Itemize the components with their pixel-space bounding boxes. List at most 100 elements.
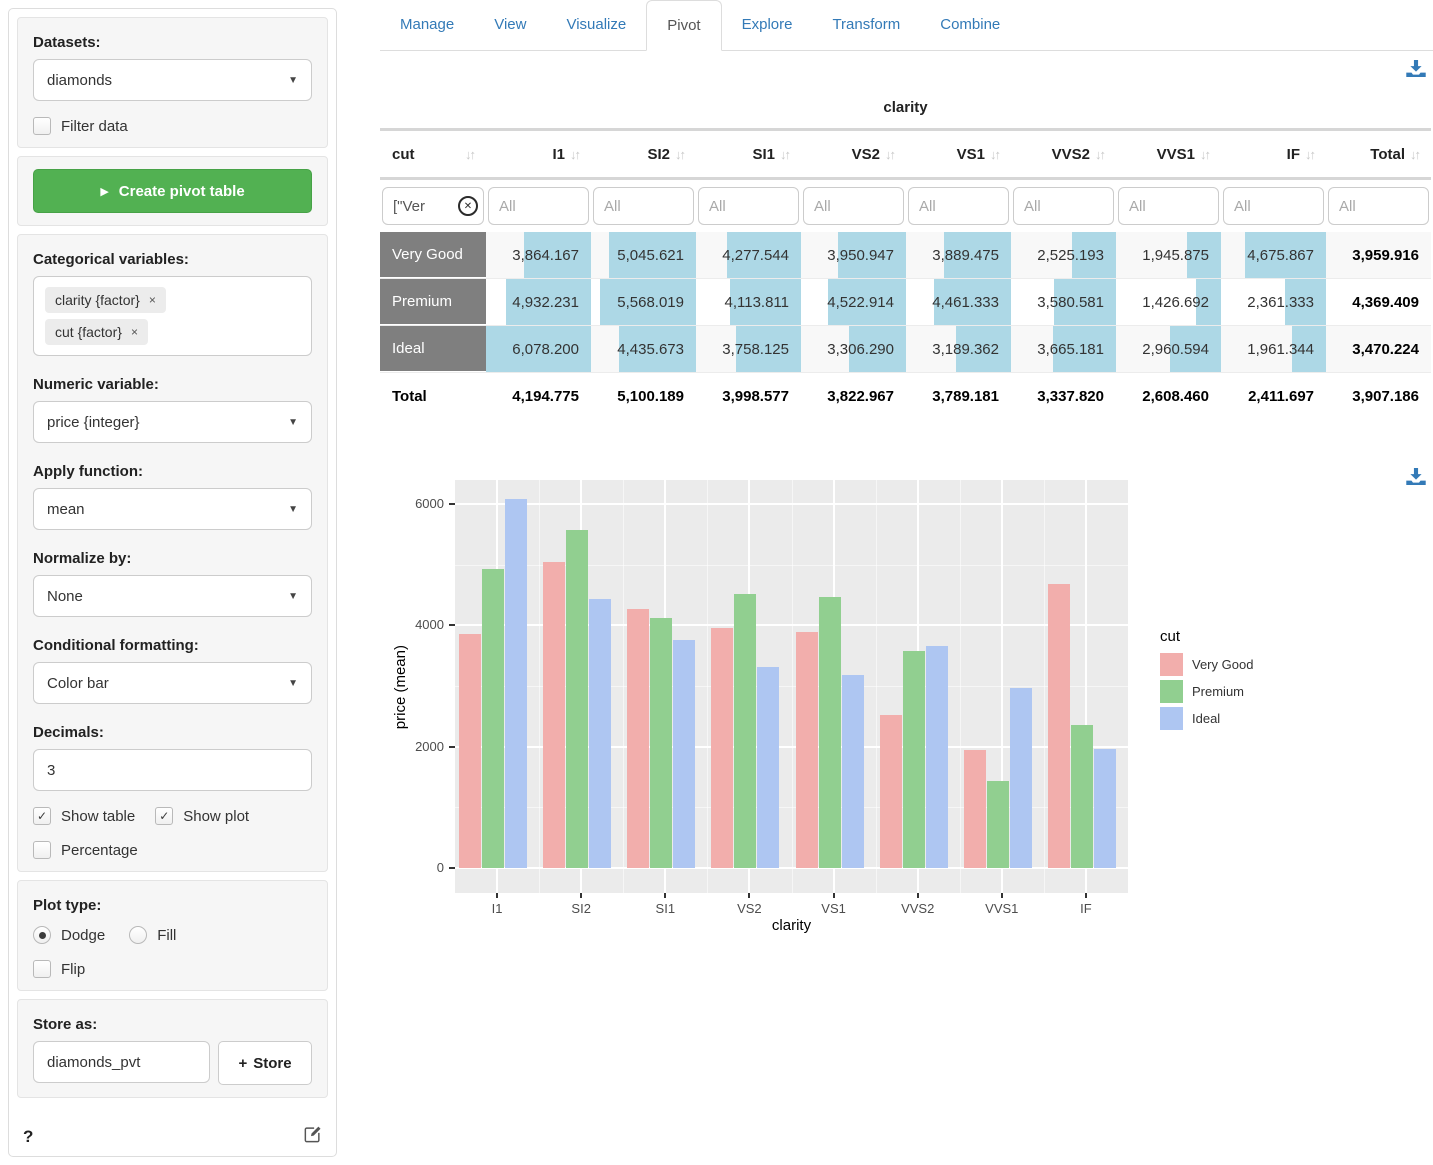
show-table-checkbox[interactable]: Show table xyxy=(33,807,135,825)
bar-premium-if xyxy=(1070,724,1093,868)
percentage-checkbox[interactable]: Percentage xyxy=(33,841,312,859)
bar-very-good-i1 xyxy=(459,633,481,868)
sort-icon[interactable]: ↓↑ xyxy=(1305,146,1316,162)
download-plot-icon[interactable] xyxy=(1406,468,1426,486)
categorical-variables-input[interactable]: clarity {factor} × cut {factor} × xyxy=(33,276,312,356)
filter-input-vs1[interactable] xyxy=(908,187,1009,225)
gridline-minor xyxy=(707,480,709,893)
sort-icon[interactable]: ↓↑ xyxy=(780,146,791,162)
tab-view[interactable]: View xyxy=(494,16,527,33)
column-header-vvs1[interactable]: VVS1 ↓↑ xyxy=(1116,146,1221,163)
value-cell: 3,758.125 xyxy=(696,326,801,372)
column-header-total[interactable]: Total ↓↑ xyxy=(1326,146,1431,163)
cell-value: 4,932.231 xyxy=(512,293,579,311)
filter-cell-vs1 xyxy=(906,187,1011,225)
plot-area xyxy=(455,480,1128,893)
bar-very-good-si2 xyxy=(543,561,566,868)
normalize-by-select[interactable]: None ▼ xyxy=(33,575,312,617)
tag-clarity[interactable]: clarity {factor} × xyxy=(45,287,166,313)
sort-icon[interactable]: ↓↑ xyxy=(990,146,1001,162)
value-cell: 4,435.673 xyxy=(591,326,696,372)
value-cell: 5,045.621 xyxy=(591,232,696,278)
numeric-variable-select[interactable]: price {integer} ▼ xyxy=(33,401,312,443)
table-row: Very Good 3,864.167 5,045.621 4,277.544 3,95… xyxy=(380,232,1431,279)
tab-manage[interactable]: Manage xyxy=(400,16,455,33)
filter-input-vvs1[interactable] xyxy=(1118,187,1219,225)
sort-icon[interactable]: ↓↑ xyxy=(570,146,581,162)
row-header-premium: Premium xyxy=(380,279,486,325)
filter-cell-vs2 xyxy=(801,187,906,225)
clear-filter-icon[interactable]: ✕ xyxy=(458,196,478,216)
tab-pivot[interactable]: Pivot xyxy=(646,0,722,51)
filter-input-total[interactable] xyxy=(1328,187,1429,225)
decimals-input[interactable] xyxy=(33,749,312,791)
column-header-si2[interactable]: SI2 ↓↑ xyxy=(591,146,696,163)
filter-input-vvs2[interactable] xyxy=(1013,187,1114,225)
bar-premium-vs1 xyxy=(818,597,841,868)
remove-tag-icon[interactable]: × xyxy=(148,293,156,307)
bar-very-good-vs1 xyxy=(795,632,818,868)
cell-value: 3,758.125 xyxy=(722,340,789,358)
dataset-select[interactable]: diamonds ▼ xyxy=(33,59,312,101)
column-header-label: SI2 xyxy=(647,145,670,163)
sort-icon[interactable]: ↓↑ xyxy=(675,146,686,162)
column-header-vs1[interactable]: VS1 ↓↑ xyxy=(906,146,1011,163)
filter-input-si2[interactable] xyxy=(593,187,694,225)
colorbar xyxy=(1187,232,1221,278)
tab-transform[interactable]: Transform xyxy=(832,16,901,33)
store-as-input[interactable] xyxy=(33,1041,210,1083)
sort-icon[interactable]: ↓↑ xyxy=(1410,146,1421,162)
filter-input-if[interactable] xyxy=(1223,187,1324,225)
value-cell: 2,960.594 xyxy=(1116,326,1221,372)
sort-icon[interactable]: ↓↑ xyxy=(1095,146,1106,162)
filter-cell-if xyxy=(1221,187,1326,225)
cell-value: 3,950.947 xyxy=(827,246,894,264)
column-header-vvs2[interactable]: VVS2 ↓↑ xyxy=(1011,146,1116,163)
plot-type-dodge-radio[interactable]: Dodge xyxy=(33,926,105,944)
filter-input-i1[interactable] xyxy=(488,187,589,225)
show-plot-checkbox[interactable]: Show plot xyxy=(155,807,249,825)
filter-input-vs2[interactable] xyxy=(803,187,904,225)
column-header-cut[interactable]: cut ↓↑ xyxy=(380,146,486,163)
filter-input-si1[interactable] xyxy=(698,187,799,225)
column-header-si1[interactable]: SI1 ↓↑ xyxy=(696,146,801,163)
column-header-if[interactable]: IF ↓↑ xyxy=(1221,146,1326,163)
main-content: Manage View Visualize Pivot Explore Transform… xyxy=(380,0,1433,1165)
colorbar xyxy=(943,232,1011,278)
cell-value: 3,306.290 xyxy=(827,340,894,358)
plot-type-fill-radio[interactable]: Fill xyxy=(129,926,176,944)
cell-value: 6,078.200 xyxy=(512,340,579,358)
download-table-icon[interactable] xyxy=(1406,60,1426,78)
sort-icon[interactable]: ↓↑ xyxy=(465,146,476,162)
column-header-vs2[interactable]: VS2 ↓↑ xyxy=(801,146,906,163)
conditional-formatting-select[interactable]: Color bar ▼ xyxy=(33,662,312,704)
value-cell: 3,306.290 xyxy=(801,326,906,372)
bar-premium-si2 xyxy=(566,530,589,868)
value-cell: 3,864.167 xyxy=(486,232,591,278)
edit-report-icon[interactable] xyxy=(304,1125,322,1148)
filter-data-checkbox[interactable]: Filter data xyxy=(33,117,312,135)
cell-value: 3,665.181 xyxy=(1037,340,1104,358)
value-cell: 4,461.333 xyxy=(906,279,1011,325)
tab-visualize[interactable]: Visualize xyxy=(566,16,627,33)
sidebar: Datasets: diamonds ▼ Filter data ▶ Creat… xyxy=(8,8,337,1157)
help-button[interactable]: ? xyxy=(23,1126,34,1146)
tab-explore[interactable]: Explore xyxy=(741,16,793,33)
store-button[interactable]: + Store xyxy=(218,1041,312,1085)
cell-value: 4,113.811 xyxy=(724,293,789,311)
value-cell: 4,113.811 xyxy=(696,279,801,325)
plot-type-label: Plot type: xyxy=(33,897,102,914)
tab-combine[interactable]: Combine xyxy=(940,16,1001,33)
create-pivot-table-button[interactable]: ▶ Create pivot table xyxy=(33,169,312,213)
cell-value: 4,675.867 xyxy=(1247,246,1314,264)
bar-premium-vs2 xyxy=(734,593,757,868)
sort-icon[interactable]: ↓↑ xyxy=(885,146,896,162)
apply-function-select[interactable]: mean ▼ xyxy=(33,488,312,530)
remove-tag-icon[interactable]: × xyxy=(130,325,138,339)
flip-checkbox[interactable]: Flip xyxy=(33,960,312,978)
tag-cut[interactable]: cut {factor} × xyxy=(45,319,148,345)
sort-icon[interactable]: ↓↑ xyxy=(1200,146,1211,162)
filter-data-label: Filter data xyxy=(61,117,128,135)
column-header-i1[interactable]: I1 ↓↑ xyxy=(486,146,591,163)
